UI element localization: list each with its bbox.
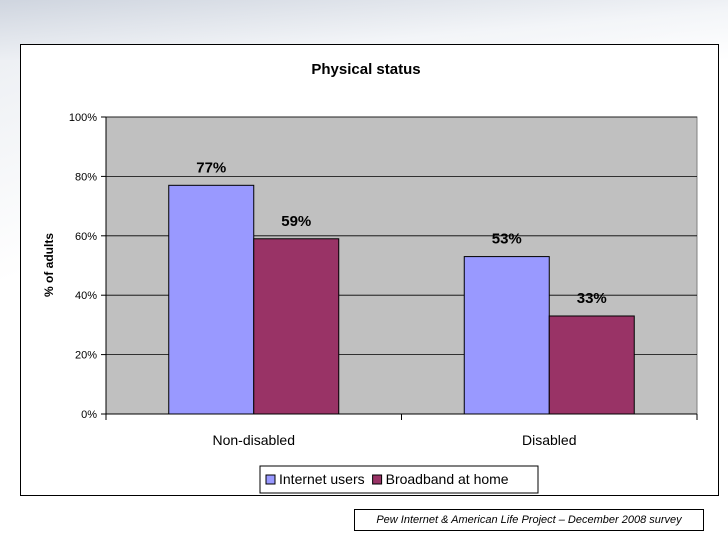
data-label: 33% [577, 290, 607, 307]
legend-swatch [265, 474, 276, 485]
data-label: 53% [492, 231, 522, 248]
x-tick-label: Disabled [522, 432, 576, 448]
y-tick-label: 100% [69, 112, 97, 124]
legend-swatch [372, 474, 383, 485]
legend-label: Internet users [279, 471, 365, 487]
data-labels: 77% 53% 59% 33% [196, 159, 607, 307]
y-tick-label: 80% [75, 171, 97, 183]
data-label: 77% [196, 159, 226, 176]
y-tick-label: 60% [75, 231, 97, 243]
x-tick-label: Non-disabled [213, 432, 296, 448]
bar [253, 238, 340, 415]
legend-label: Broadband at home [386, 471, 509, 487]
y-tick-label: 40% [75, 290, 97, 302]
bar [168, 184, 255, 415]
source-note: Pew Internet & American Life Project – D… [354, 509, 704, 531]
data-label: 59% [281, 213, 311, 230]
legend: Internet users Broadband at home [259, 465, 539, 494]
bars [168, 184, 635, 415]
bar [548, 315, 635, 415]
axes: 0% 20% 40% 60% 80% 100% Non-disabled Disabled [69, 112, 698, 448]
legend-box [259, 465, 539, 494]
y-tick-label: 20% [75, 350, 97, 362]
chart-title: Physical status [311, 61, 420, 78]
y-tick-label: 0% [81, 409, 97, 421]
y-axis-label: % of adults [42, 233, 56, 297]
bar [463, 256, 550, 415]
